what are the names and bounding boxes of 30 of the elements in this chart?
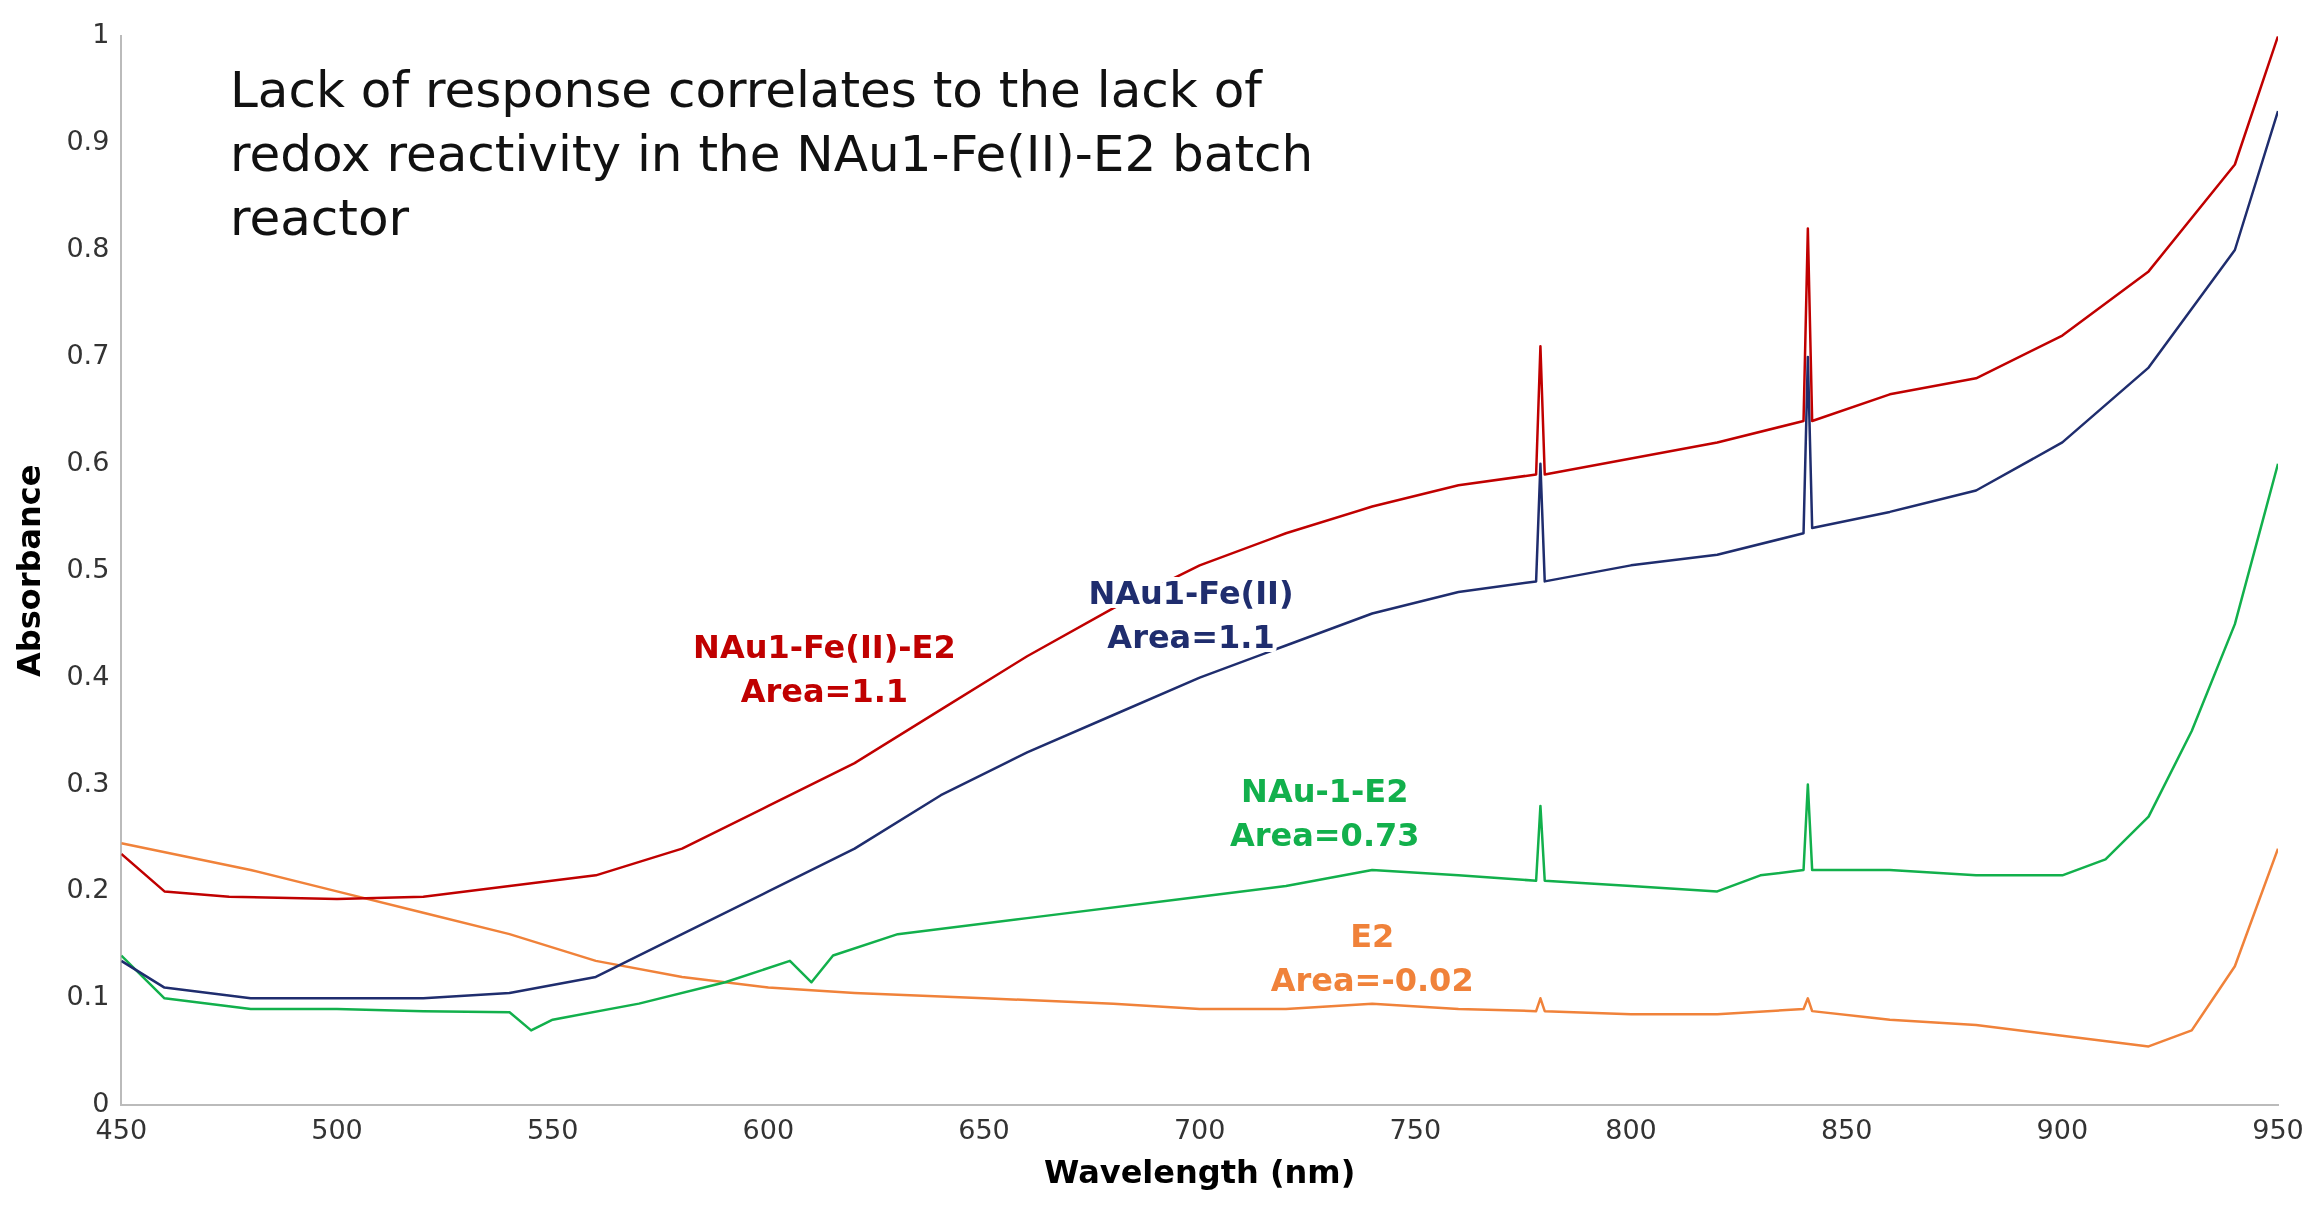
annotation: Area=1.1 (740, 671, 909, 710)
annotation: Area=0.73 (1229, 816, 1420, 855)
x-tick-label: 650 (958, 1114, 1010, 1146)
x-tick-label: 800 (1605, 1114, 1657, 1146)
y-tick-label: 1 (92, 18, 110, 50)
x-tick-label: 600 (742, 1114, 795, 1146)
annotation: Area=-0.02 (1270, 960, 1474, 999)
y-tick-label: 0.6 (66, 445, 110, 477)
x-tick-label: 900 (2036, 1114, 2089, 1146)
y-tick-label: 0.1 (66, 980, 110, 1012)
annotation: Area=1.1 (1107, 618, 1275, 657)
y-tick-label: 0.9 (66, 125, 110, 157)
series-label: NAu-1-E2 (1241, 772, 1409, 811)
x-tick-label: 950 (2252, 1114, 2304, 1146)
y-tick-label: 0.5 (66, 552, 110, 584)
y-tick-label: 0.4 (66, 659, 110, 691)
series-label: NAu1-Fe(II)-E2 (693, 627, 956, 666)
x-axis-title: Wavelength (nm) (1044, 1153, 1356, 1192)
x-tick-label: 750 (1389, 1114, 1442, 1146)
x-tick-label: 500 (311, 1114, 363, 1146)
y-tick-label: 0.3 (66, 766, 110, 798)
x-tick-label: 850 (1820, 1114, 1873, 1146)
x-tick-label: 700 (1173, 1114, 1226, 1146)
y-tick-label: 0.7 (66, 338, 110, 370)
series-label: E2 (1350, 916, 1395, 955)
y-axis-title: Absorbance (9, 464, 48, 677)
x-tick-label: 550 (526, 1114, 579, 1146)
y-tick-label: 0.2 (66, 873, 110, 905)
y-tick-label: 0.8 (66, 232, 110, 264)
text: Lack of response correlates to the lack of redox reactivity in the NAu1-Fe(II)-E2 batch reactor (230, 60, 1315, 249)
